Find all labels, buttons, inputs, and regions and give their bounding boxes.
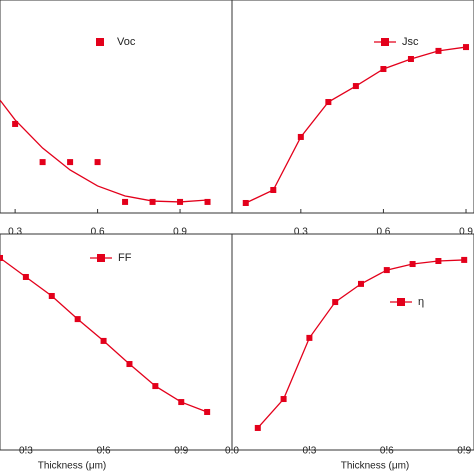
x-tick-label: 0.3 [302,446,316,457]
data-point [297,133,304,140]
data-point [149,198,156,205]
data-point [383,267,390,274]
data-point [74,316,81,323]
plot-frame [0,0,233,214]
x-tick-label: 0.6 [97,446,111,457]
data-point [178,399,185,406]
data-point [435,47,442,54]
legend-label: Voc [117,36,136,48]
data-point [407,56,414,63]
data-point [325,99,332,106]
x-tick-label: 0.0 [225,446,239,457]
series-line [245,46,467,204]
plot-frame [0,233,233,451]
legend-marker [96,38,104,46]
x-axis-label: Thickness (μm) [341,461,410,472]
data-point [22,273,29,280]
data-point [280,396,287,403]
x-tick-label: 0.6 [91,227,105,238]
data-point [306,334,313,341]
x-tick-label: 0.9 [174,446,188,457]
legend-label: Jsc [402,36,419,48]
x-tick-label: 0.6 [376,227,390,238]
data-point [48,292,55,299]
series-line [0,257,208,413]
data-point [242,199,249,206]
data-point [409,261,416,268]
data-point [204,408,211,415]
x-tick-label: 0.3 [19,446,33,457]
x-tick-label: 0.3 [8,227,22,238]
data-point [126,361,133,368]
data-point [461,256,468,263]
data-point [67,159,74,166]
legend-marker [397,298,405,306]
legend-label: η [418,296,424,308]
data-point [152,383,159,390]
x-tick-label: 0.9 [173,227,187,238]
data-point [39,159,46,166]
x-tick-label: 0.6 [380,446,394,457]
data-point [254,424,261,431]
data-point [122,198,129,205]
data-point [435,258,442,264]
data-point [352,83,359,90]
legend-marker [381,38,389,46]
x-axis-label: Thickness (μm) [38,461,107,472]
plot-frame [231,0,474,214]
data-point [357,280,364,287]
data-point [332,299,339,306]
legend-label: FF [118,252,132,264]
data-point [100,337,107,344]
data-point [204,198,211,205]
data-point [380,66,387,73]
data-point [0,254,3,261]
data-point [12,120,19,127]
data-point [270,186,277,193]
data-point [94,159,101,166]
series-line [0,99,208,203]
legend-marker [97,254,105,262]
plot-frame [231,233,474,451]
x-tick-label: 0.3 [294,227,308,238]
data-point [463,44,470,51]
x-tick-label: 0.9 [459,227,473,238]
x-tick-label: 0.9 [457,446,471,457]
